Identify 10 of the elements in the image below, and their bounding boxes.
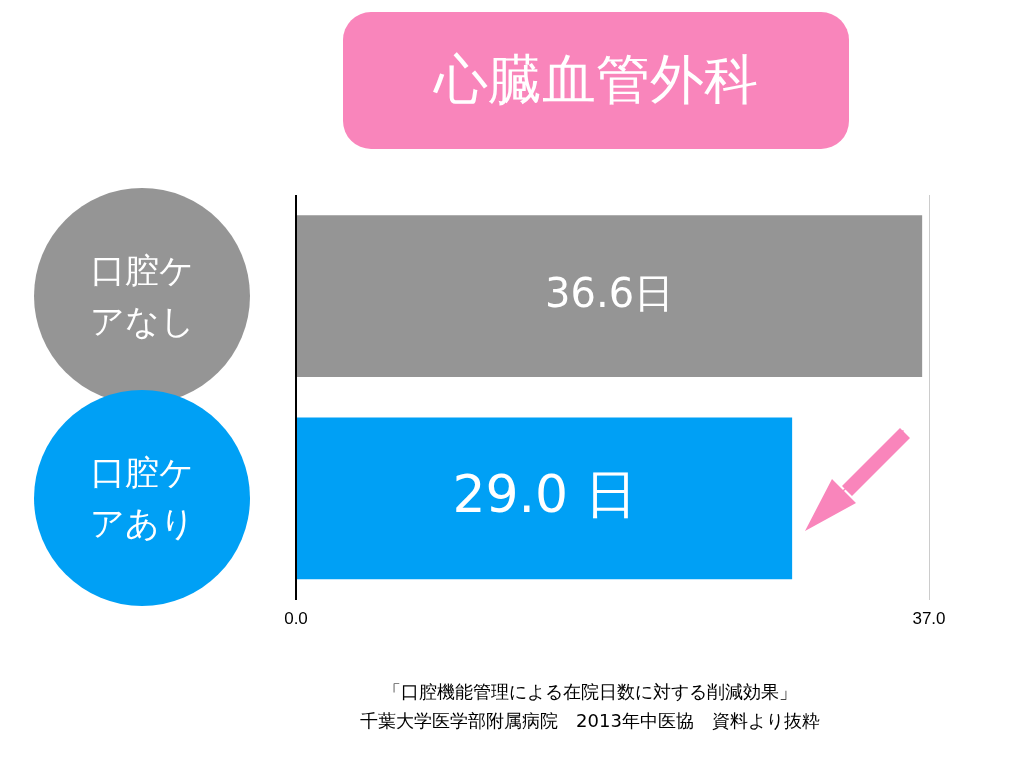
text: 「口腔機能管理による在院日数に対する削減効果」: [382, 680, 798, 704]
data-label: 29.0 日: [452, 463, 637, 524]
y-tick-label: 口腔ケアあり: [88, 451, 196, 546]
y-tick-label: 口腔ケアなし: [88, 249, 196, 344]
chart-title: 心臓血管外科: [343, 12, 849, 149]
text: 千葉大学医学部附属病院 2013年中医協 資料より抜粋: [359, 708, 821, 733]
circle-badge: 口腔ケアあり: [34, 390, 250, 607]
data-label: 36.6日: [545, 269, 675, 316]
x-tick-label: 0.0: [284, 609, 308, 629]
x-tick-label: 37.0: [912, 609, 946, 629]
